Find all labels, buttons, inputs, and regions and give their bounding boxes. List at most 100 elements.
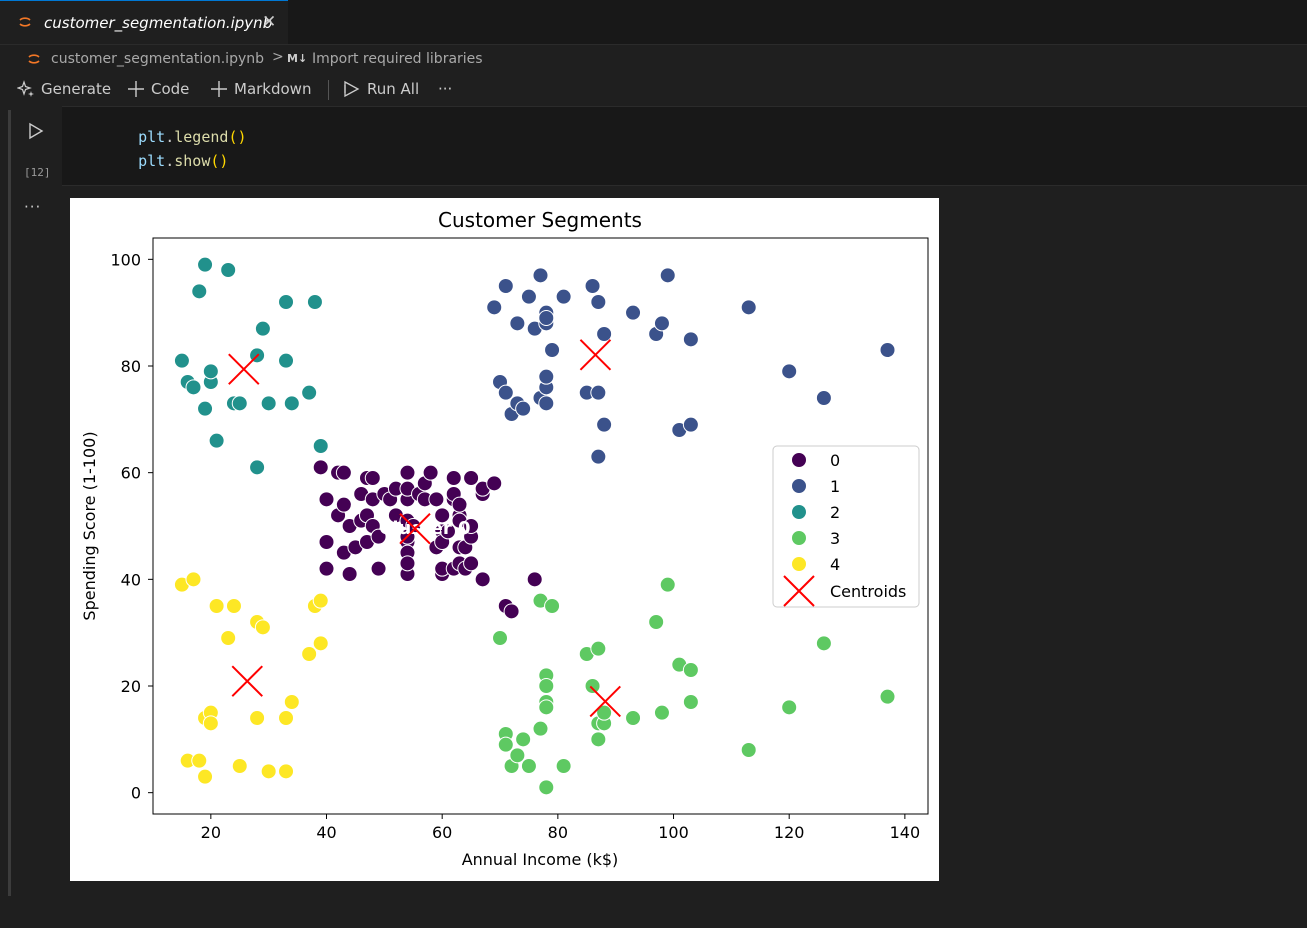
data-point-cluster-2 (301, 384, 318, 401)
data-point-cluster-2 (231, 395, 248, 412)
data-point-cluster-0 (335, 496, 352, 513)
data-point-cluster-2 (249, 459, 266, 476)
editor-tab-bar: customer_segmentation.ipynb ✕ (0, 0, 1307, 45)
run-all-button[interactable]: Run All (343, 80, 419, 98)
output-menu-icon[interactable]: ··· (24, 198, 42, 216)
y-tick-label: 80 (121, 357, 141, 376)
data-point-cluster-3 (682, 694, 699, 710)
data-point-cluster-0 (399, 464, 416, 481)
data-point-cluster-1 (590, 294, 607, 310)
data-point-cluster-2 (197, 400, 214, 417)
x-axis-label: Annual Income (k$) (462, 850, 619, 869)
run-cell-icon[interactable] (28, 122, 44, 140)
legend-label: 2 (830, 503, 840, 522)
x-tick-label: 100 (658, 823, 689, 842)
add-markdown-button[interactable]: Markdown (210, 80, 311, 98)
data-point-cluster-1 (781, 363, 798, 380)
y-axis-label: Spending Score (1-100) (80, 431, 99, 620)
data-point-cluster-0 (428, 491, 445, 508)
data-point-cluster-2 (306, 294, 323, 310)
data-point-cluster-2 (185, 379, 202, 396)
data-point-cluster-4 (231, 758, 248, 774)
data-point-cluster-3 (596, 704, 613, 721)
breadcrumb-section[interactable]: Import required libraries (312, 51, 483, 67)
legend-label: 4 (830, 555, 840, 574)
legend-swatch (791, 556, 807, 572)
data-point-cluster-0 (370, 560, 387, 577)
data-point-cluster-0 (434, 507, 451, 524)
x-tick-label: 60 (432, 823, 452, 842)
data-point-cluster-3 (682, 662, 699, 678)
legend-label: Centroids (830, 582, 906, 601)
run-all-icon (344, 80, 360, 98)
cell-focus-bar (8, 110, 11, 896)
data-point-cluster-3 (509, 747, 526, 764)
data-point-cluster-3 (532, 720, 549, 737)
data-point-cluster-3 (515, 731, 532, 748)
run-all-label: Run All (367, 80, 420, 98)
data-point-cluster-1 (625, 304, 642, 321)
markdown-icon: M↓ (287, 52, 308, 65)
generate-button[interactable]: Generate (17, 80, 111, 98)
tab-label: customer_segmentation.ipynb (44, 14, 273, 32)
sparkle-icon (17, 80, 34, 97)
data-point-cluster-4 (283, 694, 300, 710)
data-point-cluster-3 (492, 630, 509, 646)
data-point-cluster-0 (463, 518, 480, 534)
data-point-cluster-1 (509, 315, 526, 332)
data-point-cluster-0 (463, 470, 480, 486)
more-icon: ··· (438, 80, 453, 98)
data-point-cluster-1 (596, 416, 613, 433)
data-point-cluster-1 (879, 342, 896, 358)
data-point-cluster-2 (260, 395, 277, 412)
y-tick-label: 60 (121, 464, 141, 483)
data-point-cluster-1 (538, 368, 555, 385)
x-tick-label: 20 (201, 823, 221, 842)
data-point-cluster-4 (278, 763, 295, 780)
legend-swatch (791, 452, 807, 468)
data-point-cluster-0 (341, 566, 358, 582)
y-tick-label: 100 (110, 250, 141, 269)
more-actions-button[interactable]: ··· (438, 80, 452, 98)
data-point-cluster-4 (185, 571, 202, 588)
data-point-cluster-0 (526, 571, 543, 588)
tab-customer-segmentation[interactable]: customer_segmentation.ipynb ✕ (0, 0, 288, 44)
data-point-cluster-3 (497, 736, 514, 753)
data-point-cluster-2 (208, 432, 225, 449)
data-point-cluster-3 (590, 731, 607, 748)
add-code-button[interactable]: Code (127, 80, 189, 98)
breadcrumb-file[interactable]: customer_segmentation.ipynb (51, 51, 265, 67)
y-tick-label: 0 (131, 784, 141, 803)
data-point-cluster-0 (318, 534, 335, 550)
legend-label: 3 (830, 529, 840, 548)
data-point-cluster-2 (278, 294, 295, 310)
data-point-cluster-0 (312, 459, 329, 476)
data-point-cluster-2 (220, 262, 237, 278)
data-point-cluster-4 (249, 710, 266, 726)
data-point-cluster-4 (202, 715, 219, 732)
data-point-cluster-3 (538, 699, 555, 716)
data-point-cluster-1 (538, 310, 555, 326)
toolbar-divider (328, 80, 329, 100)
chart-title: Customer Segments (438, 208, 642, 232)
chevron-right-icon: > (272, 49, 284, 65)
data-point-cluster-1 (659, 267, 676, 284)
data-point-cluster-1 (515, 400, 532, 417)
data-point-cluster-1 (532, 267, 549, 284)
execution-count: [12] (24, 166, 51, 179)
data-point-cluster-4 (278, 710, 295, 726)
y-tick-label: 20 (121, 677, 141, 696)
data-point-cluster-0 (451, 496, 468, 513)
markdown-label: Markdown (234, 80, 312, 98)
data-point-cluster-4 (301, 646, 318, 662)
close-icon[interactable]: ✕ (262, 12, 277, 32)
code-cell-editor[interactable]: plt.legend() plt.show() (62, 106, 1307, 186)
data-point-cluster-1 (682, 331, 699, 348)
data-point-cluster-1 (590, 384, 607, 401)
data-point-cluster-3 (781, 699, 798, 716)
data-point-cluster-3 (584, 678, 601, 694)
legend-label: 0 (830, 451, 840, 470)
data-point-cluster-2 (202, 363, 219, 380)
data-point-cluster-4 (312, 592, 329, 609)
x-tick-label: 40 (316, 823, 336, 842)
